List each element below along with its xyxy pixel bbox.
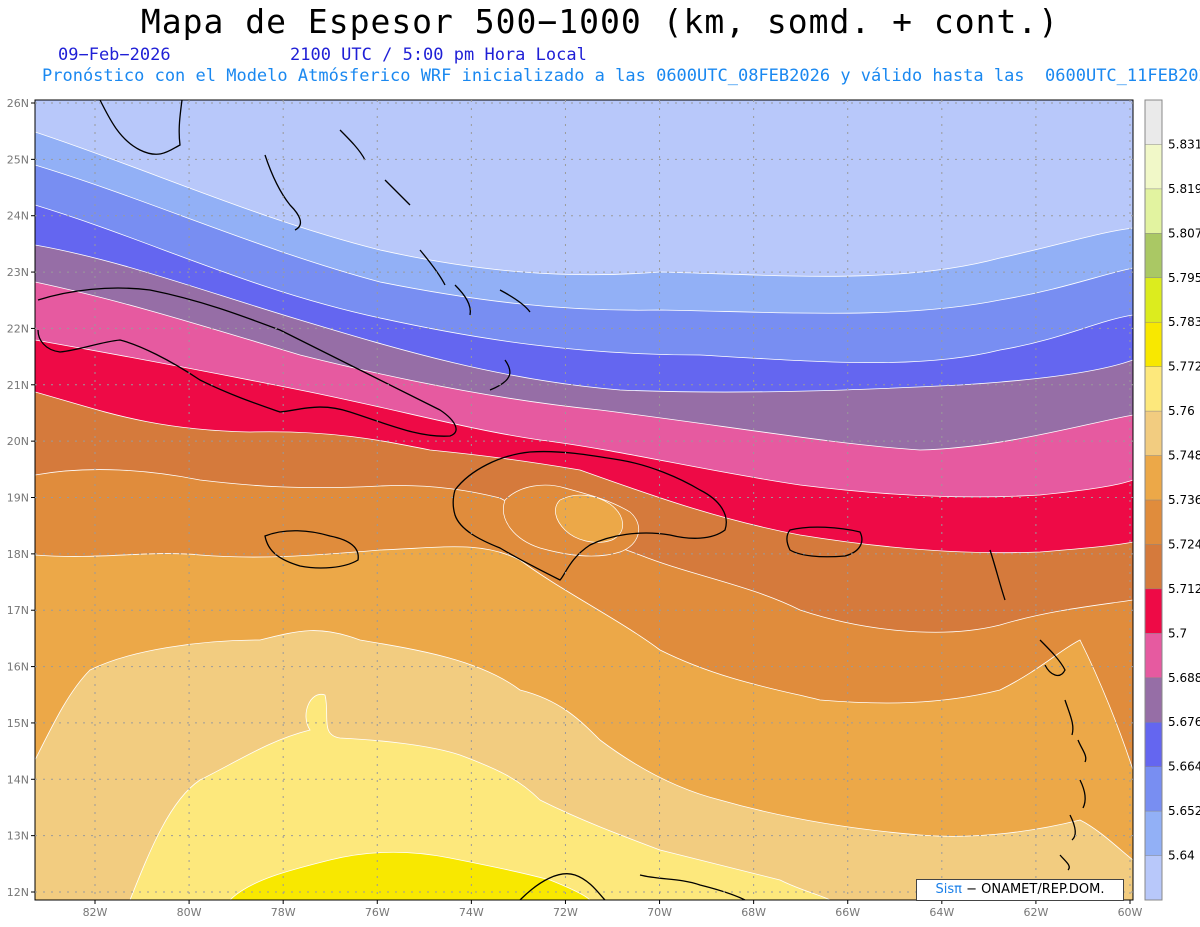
- lat-label: 12N: [7, 886, 29, 899]
- map-title: Mapa de Espesor 500−1000 (km, somd. + co…: [140, 2, 1060, 41]
- colorbar-swatch: [1145, 766, 1162, 812]
- colorbar-label: 5.76: [1168, 404, 1195, 418]
- lat-label: 25N: [7, 153, 29, 166]
- lat-label: 21N: [7, 379, 29, 392]
- colorbar-label: 5.795: [1168, 271, 1200, 285]
- lon-label: 62W: [1023, 906, 1048, 919]
- colorbar-swatch: [1145, 366, 1162, 412]
- plot-frame: [34, 99, 1134, 901]
- forecast-date: 09−Feb−2026: [58, 45, 171, 65]
- lat-label: 22N: [7, 322, 29, 335]
- colorbar-label: 5.676: [1168, 715, 1200, 729]
- graticule: [31, 100, 1133, 904]
- lon-label: 78W: [271, 906, 296, 919]
- colorbar-label: 5.64: [1168, 849, 1195, 863]
- colorbar-label: 5.783: [1168, 315, 1200, 329]
- colorbar-label: 5.688: [1168, 671, 1200, 685]
- coastlines: [37, 100, 1087, 900]
- lat-label: 23N: [7, 266, 29, 279]
- colorbar-label: 5.652: [1168, 804, 1200, 818]
- colorbar-label: 5.748: [1168, 449, 1200, 463]
- colorbar-swatch: [1145, 144, 1162, 190]
- longitude-labels: 82W 80W 78W 76W 74W 72W 70W 68W 66W 64W 62W 60W: [83, 906, 1143, 919]
- lon-label: 74W: [459, 906, 484, 919]
- lon-label: 70W: [647, 906, 672, 919]
- colorbar-label: 5.819: [1168, 182, 1200, 196]
- colorbar-label: 5.736: [1168, 493, 1200, 507]
- colorbar-swatch: [1145, 411, 1162, 457]
- lon-label: 68W: [741, 906, 766, 919]
- lon-label: 64W: [929, 906, 954, 919]
- colorbar-label: 5.7: [1168, 626, 1187, 640]
- colorbar: 5.831 5.819 5.807 5.795 5.783 5.772 5.76 5.748 5…: [1144, 99, 1200, 901]
- lon-label: 82W: [83, 906, 108, 919]
- colorbar-swatch: [1145, 233, 1162, 279]
- colorbar-swatch: [1145, 588, 1162, 634]
- colorbar-swatch: [1145, 633, 1162, 679]
- lat-label: 13N: [7, 830, 29, 843]
- latitude-labels: 26N 25N 24N 23N 22N 21N 20N 19N 18N 17N 16N 15N 14N 1…: [7, 97, 29, 899]
- credit-box: Sisπ − ONAMET/REP.DOM.: [916, 879, 1124, 901]
- lat-label: 19N: [7, 492, 29, 505]
- colorbar-swatch: [1145, 500, 1162, 545]
- colorbar-swatch: [1145, 455, 1162, 501]
- thickness-contours: [35, 100, 1133, 900]
- colorbar-swatch: [1145, 544, 1162, 590]
- lon-label: 76W: [365, 906, 390, 919]
- lat-label: 16N: [7, 661, 29, 674]
- colorbar-swatch: [1145, 277, 1162, 323]
- lon-label: 66W: [835, 906, 860, 919]
- colorbar-swatch: [1145, 855, 1162, 901]
- lat-label: 20N: [7, 435, 29, 448]
- lat-label: 26N: [7, 97, 29, 110]
- colorbar-label: 5.772: [1168, 360, 1200, 374]
- lon-label: 72W: [553, 906, 578, 919]
- colorbar-label: 5.807: [1168, 226, 1200, 240]
- colorbar-swatch: [1145, 677, 1162, 723]
- colorbar-swatch: [1145, 811, 1162, 857]
- credit-text: − ONAMET/REP.DOM.: [966, 882, 1105, 897]
- lat-label: 15N: [7, 717, 29, 730]
- colorbar-label: 5.831: [1168, 137, 1200, 151]
- forecast-description: Pronóstico con el Modelo Atmósferico WRF…: [42, 66, 1200, 86]
- lon-label: 80W: [177, 906, 202, 919]
- lat-label: 18N: [7, 548, 29, 561]
- credit-brand: Sisπ: [935, 882, 962, 897]
- colorbar-swatch: [1145, 100, 1162, 145]
- lat-label: 17N: [7, 604, 29, 617]
- forecast-time: 2100 UTC / 5:00 pm Hora Local: [290, 45, 587, 65]
- lat-label: 14N: [7, 773, 29, 786]
- colorbar-swatch: [1145, 322, 1162, 368]
- colorbar-label: 5.712: [1168, 582, 1200, 596]
- colorbar-label: 5.724: [1168, 537, 1200, 551]
- colorbar-label: 5.664: [1168, 760, 1200, 774]
- colorbar-swatch: [1145, 188, 1162, 234]
- lon-label: 60W: [1118, 906, 1143, 919]
- colorbar-swatch: [1145, 722, 1162, 768]
- lat-label: 24N: [7, 210, 29, 223]
